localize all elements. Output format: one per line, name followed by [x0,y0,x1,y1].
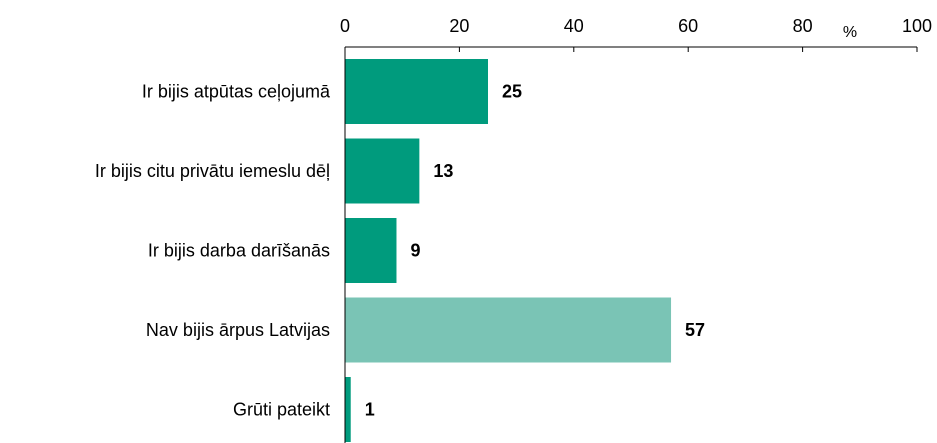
bar [345,297,672,363]
y-tick-label: Ir bijis atpūtas ceļojumā [142,81,331,101]
y-tick-label: Ir bijis darba darīšanās [148,240,330,260]
y-tick-label: Nav bijis ārpus Latvijas [146,320,330,340]
x-tick-label: 20 [449,16,469,36]
bar [345,218,397,283]
data-label: 1 [365,399,375,419]
bar [345,138,420,204]
data-label: 25 [502,81,522,101]
bar [345,59,488,124]
x-tick-label: 80 [793,16,813,36]
data-label: 9 [410,240,420,260]
x-tick-label: 60 [678,16,698,36]
x-tick-label: 100 [902,16,932,36]
x-tick-label: 40 [564,16,584,36]
y-tick-label: Grūti pateikt [233,399,330,419]
x-tick-label: 0 [340,16,350,36]
y-tick-label: Ir bijis citu privātu iemeslu dēļ [95,161,330,181]
x-axis-label: % [843,24,857,41]
bar [345,377,351,442]
data-label: 57 [685,320,705,340]
data-label: 13 [433,161,453,181]
